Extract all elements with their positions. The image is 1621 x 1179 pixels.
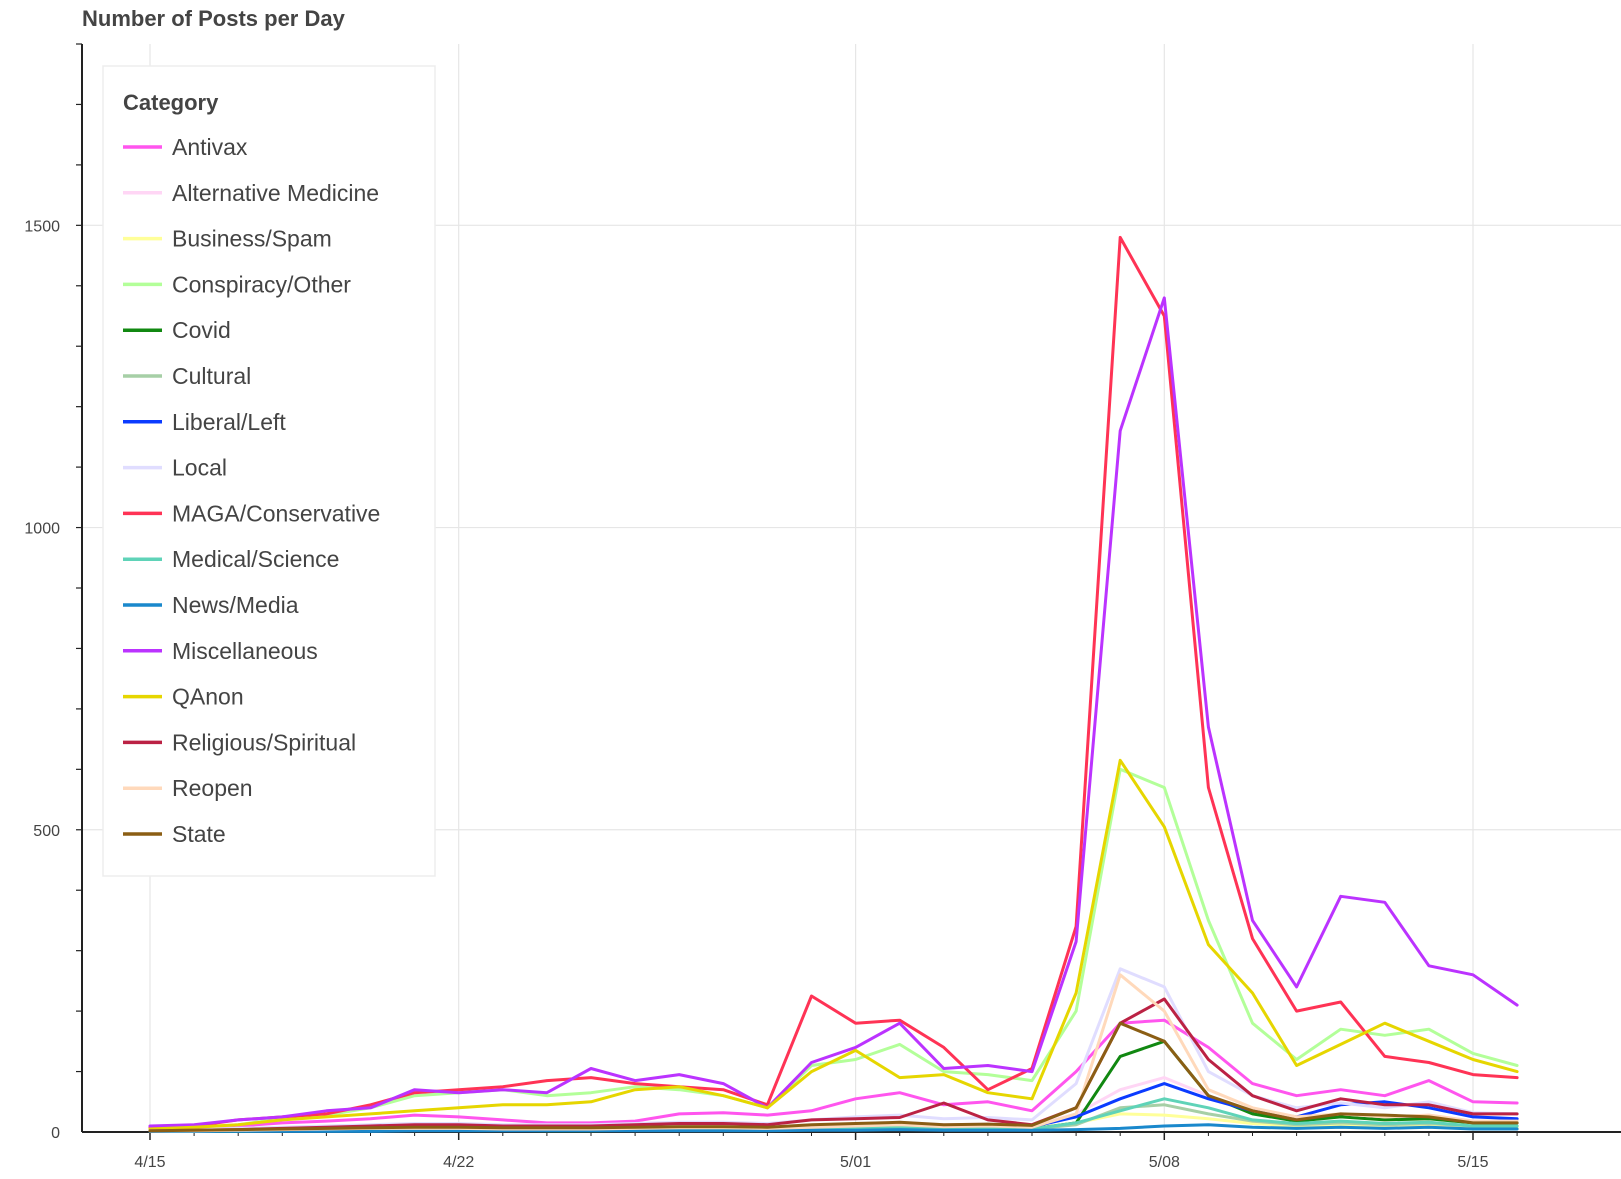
y-axis-ticks: 0 500 1000 1500: [24, 43, 82, 1142]
y-tick-label: 1500: [24, 218, 60, 235]
y-tick-label: 1000: [24, 521, 60, 538]
legend-label: Cultural: [172, 363, 251, 389]
legend-label: Religious/Spiritual: [172, 729, 356, 755]
legend-label: Alternative Medicine: [172, 180, 379, 206]
x-axis-ticks: 4/15 4/22 5/01 5/08 5/15: [134, 1132, 1518, 1171]
series-line-maga-conservative: [148, 235, 1519, 1129]
legend-label: News/Media: [172, 592, 299, 618]
legend-label: Business/Spam: [172, 226, 332, 252]
legend-label: Miscellaneous: [172, 638, 318, 664]
series-line-antivax: [148, 1018, 1519, 1131]
legend-label: State: [172, 821, 226, 847]
legend-label: Conspiracy/Other: [172, 271, 351, 297]
series-line-state: [148, 1021, 1519, 1133]
series-line-miscellaneous: [148, 296, 1519, 1128]
series-line-qanon: [148, 758, 1519, 1131]
legend-label: Covid: [172, 317, 231, 343]
legend-label: Medical/Science: [172, 546, 339, 572]
chart-title: Number of Posts per Day: [82, 6, 345, 31]
x-tick-label: 4/15: [134, 1154, 165, 1171]
legend-title: Category: [123, 90, 219, 115]
series-line-news-media: [148, 1123, 1519, 1133]
legend-label: Reopen: [172, 775, 253, 801]
x-tick-label: 5/15: [1457, 1154, 1488, 1171]
series-line-religious-spiritual: [148, 997, 1519, 1133]
legend-label: Liberal/Left: [172, 409, 286, 435]
legend-label: MAGA/Conservative: [172, 500, 380, 526]
y-tick-label: 500: [33, 823, 60, 840]
x-tick-label: 5/08: [1149, 1154, 1180, 1171]
legend: Category Antivax Alternative Medicine Busi…: [102, 65, 436, 877]
legend-label: QAnon: [172, 684, 244, 710]
legend-label: Antivax: [172, 134, 248, 160]
series-lines: [148, 235, 1519, 1133]
legend-items: Antivax Alternative Medicine Business/Spam…: [123, 134, 380, 847]
legend-label: Local: [172, 455, 227, 481]
x-tick-label: 4/22: [443, 1154, 474, 1171]
x-tick-label: 5/01: [840, 1154, 871, 1171]
y-tick-label: 0: [51, 1125, 60, 1142]
